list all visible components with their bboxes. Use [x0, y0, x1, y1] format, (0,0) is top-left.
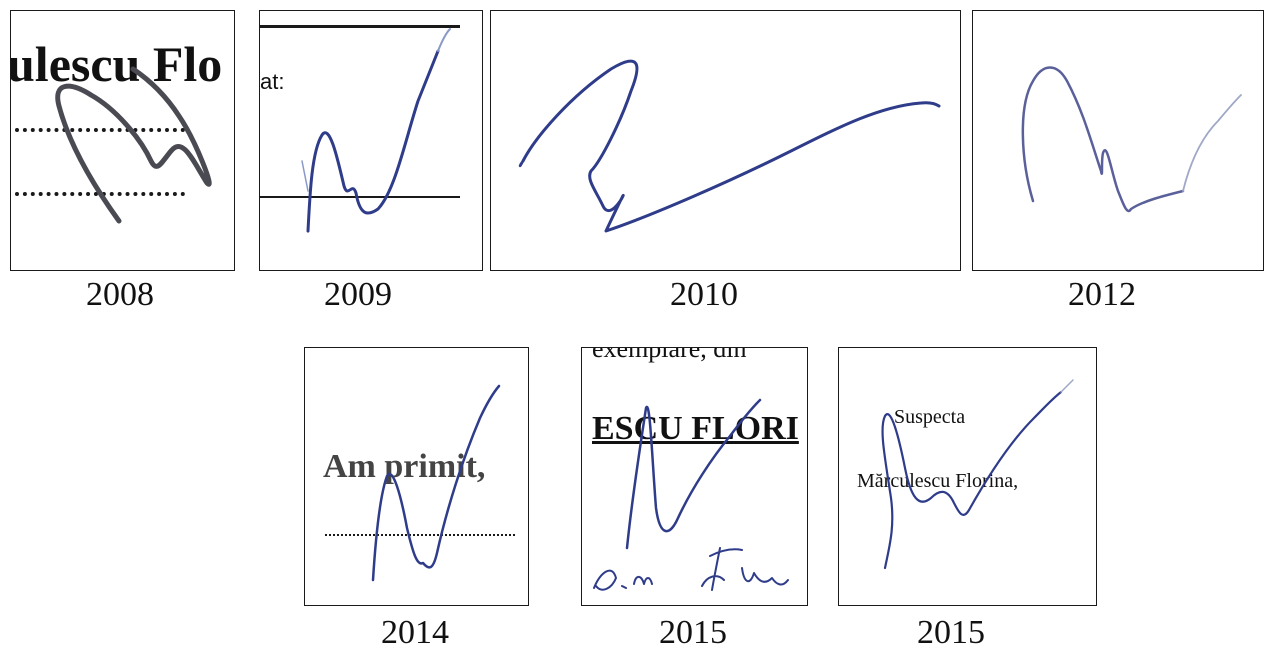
year-caption-2008: 2008 — [86, 276, 154, 313]
signature-2008 — [55, 66, 212, 224]
printed-text-top: exemplare, din — [592, 347, 747, 363]
year-caption-2009: 2009 — [324, 276, 392, 313]
form-rule-bottom — [260, 196, 460, 198]
year-caption-2014: 2014 — [381, 614, 449, 651]
signature-2009 — [301, 28, 451, 233]
signature-2015-b — [881, 379, 1074, 570]
specimen-panel-2008: ulescu Flo — [10, 10, 235, 271]
printed-text-name: Mărculescu Florina, — [857, 470, 1019, 492]
signature-2012 — [1021, 66, 1242, 213]
year-caption-2015-b: 2015 — [917, 614, 985, 651]
printed-text-suspecta: Suspecta — [894, 406, 966, 428]
year-caption-2012: 2012 — [1068, 276, 1136, 313]
specimen-panel-2010 — [490, 10, 961, 271]
form-rule-top — [260, 25, 460, 28]
year-caption-2010: 2010 — [670, 276, 738, 313]
form-label-fragment: at: — [260, 69, 285, 94]
dotted-line — [325, 534, 515, 536]
printed-name-fragment: ulescu Flo — [10, 36, 223, 92]
specimen-panel-2014: Am primit, — [304, 347, 529, 606]
signature-2010 — [518, 59, 941, 233]
signature-2014 — [371, 384, 501, 582]
year-caption-2015-a: 2015 — [659, 614, 727, 651]
specimen-panel-2015-a: exemplare, din ESCU FLORI — [581, 347, 808, 606]
dotted-line-upper — [15, 128, 185, 132]
specimen-panel-2015-b: Suspecta Mărculescu Florina, — [838, 347, 1097, 606]
specimen-panel-2009: at: — [259, 10, 483, 271]
signature-2015-a — [593, 398, 789, 591]
printed-name-underlined: ESCU FLORI — [592, 410, 799, 447]
specimen-panel-2012 — [972, 10, 1264, 271]
